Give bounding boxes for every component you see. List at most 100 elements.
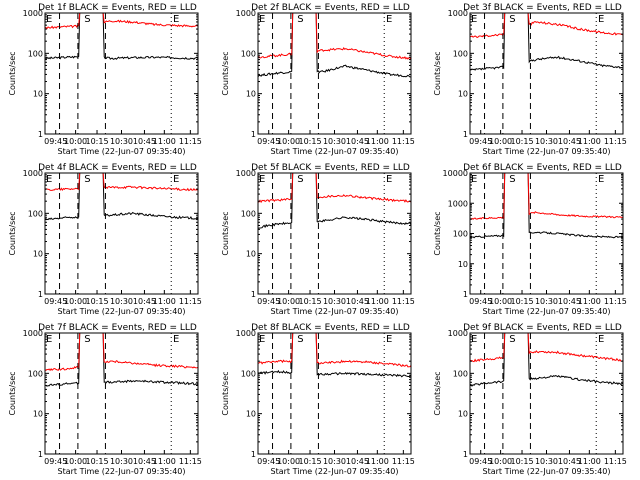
x-tick-label: 10:45 [558, 137, 581, 146]
y-tick-label: 1 [463, 450, 468, 459]
x-tick-label: 09:45 [44, 137, 67, 146]
y-tick-label: 100 [241, 209, 256, 218]
y-tick-label: 10 [246, 250, 256, 259]
panel-title: Det 5f BLACK = Events, RED = LLD [251, 163, 410, 173]
events-series-line [44, 332, 199, 387]
x-axis-label: Start Time (22-Jun-07 09:35:40) [58, 147, 186, 156]
x-tick-label: 10:15 [510, 137, 533, 146]
x-tick-label: 10:15 [85, 137, 108, 146]
x-tick-label: 10:15 [298, 297, 321, 306]
plot-frame [469, 12, 624, 135]
lld-series-line [469, 172, 624, 221]
y-tick-label: 100 [453, 49, 468, 58]
y-tick-label: 10 [458, 410, 468, 419]
y-tick-label: 100 [453, 230, 468, 239]
y-tick-label: 1 [251, 290, 256, 299]
x-tick-label: 11:15 [604, 297, 627, 306]
y-axis-label: Counts/sec [8, 371, 17, 415]
event-marker-label: E [386, 14, 392, 25]
y-tick-label: 1 [463, 130, 468, 139]
y-axis-label: Counts/sec [433, 211, 442, 255]
y-tick-label: 1 [251, 450, 256, 459]
x-tick-label: 10:00 [489, 457, 512, 466]
event-marker-label: E [386, 334, 392, 345]
x-tick-label: 09:45 [257, 137, 280, 146]
plot-frame [44, 332, 199, 455]
x-tick-label: 10:30 [535, 457, 558, 466]
x-tick-label: 10:15 [298, 137, 321, 146]
y-tick-label: 10 [246, 410, 256, 419]
event-marker-label: S [84, 174, 90, 185]
event-marker-label: S [297, 334, 303, 345]
plot-frame [44, 12, 199, 135]
x-tick-label: 11:00 [366, 457, 389, 466]
event-marker-label: E [598, 174, 604, 185]
events-series-line [469, 172, 624, 239]
x-tick-label: 09:45 [469, 137, 492, 146]
x-axis-label: Start Time (22-Jun-07 09:35:40) [58, 307, 186, 316]
y-tick-label: 1000 [448, 329, 468, 338]
event-marker-label: E [471, 174, 477, 185]
event-marker-label: S [509, 334, 515, 345]
events-series-line [44, 172, 199, 221]
x-tick-label: 10:45 [133, 297, 156, 306]
x-tick-label: 10:45 [133, 457, 156, 466]
x-tick-label: 11:15 [179, 297, 202, 306]
y-tick-label: 1000 [448, 9, 468, 18]
y-tick-label: 100 [28, 49, 43, 58]
panel-title: Det 9f BLACK = Events, RED = LLD [463, 323, 622, 333]
event-marker-label: E [259, 174, 265, 185]
x-tick-label: 11:00 [578, 457, 601, 466]
event-marker-label: S [509, 174, 515, 185]
y-tick-label: 1000 [448, 199, 468, 208]
x-tick-label: 10:15 [510, 457, 533, 466]
x-tick-label: 10:45 [558, 297, 581, 306]
x-tick-label: 10:30 [323, 297, 346, 306]
y-tick-label: 10 [33, 250, 43, 259]
events-series-line [257, 332, 412, 378]
y-tick-label: 1 [38, 290, 43, 299]
event-marker-label: E [46, 14, 52, 25]
event-marker-label: E [173, 14, 179, 25]
y-tick-label: 1 [251, 130, 256, 139]
x-tick-label: 11:00 [153, 297, 176, 306]
y-axis-label: Counts/sec [221, 211, 230, 255]
x-axis-label: Start Time (22-Jun-07 09:35:40) [271, 307, 399, 316]
x-tick-label: 11:00 [153, 457, 176, 466]
x-axis-label: Start Time (22-Jun-07 09:35:40) [271, 147, 399, 156]
lld-series-line [257, 172, 412, 204]
x-tick-label: 10:45 [558, 457, 581, 466]
x-tick-label: 10:30 [323, 457, 346, 466]
plot-frame [469, 332, 624, 455]
lld-series-line [44, 12, 199, 30]
y-axis-label: Counts/sec [433, 51, 442, 95]
x-tick-label: 10:30 [323, 137, 346, 146]
x-tick-label: 11:15 [179, 137, 202, 146]
events-series-line [470, 12, 624, 71]
plot-frame [257, 332, 412, 455]
x-axis-label: Start Time (22-Jun-07 09:35:40) [58, 467, 186, 476]
lld-series-line [469, 12, 624, 39]
event-marker-label: E [471, 334, 477, 345]
y-tick-label: 10 [458, 90, 468, 99]
x-tick-label: 10:15 [510, 297, 533, 306]
x-tick-label: 11:00 [366, 137, 389, 146]
x-tick-label: 09:45 [44, 457, 67, 466]
x-tick-label: 11:15 [392, 457, 415, 466]
y-tick-label: 10000 [443, 169, 468, 178]
y-tick-label: 1000 [23, 169, 43, 178]
x-tick-label: 10:00 [277, 297, 300, 306]
event-marker-label: E [46, 334, 52, 345]
event-marker-label: E [46, 174, 52, 185]
x-tick-label: 10:00 [277, 137, 300, 146]
panel-title: Det 3f BLACK = Events, RED = LLD [463, 3, 622, 13]
y-tick-label: 10 [33, 90, 43, 99]
x-tick-label: 11:15 [604, 457, 627, 466]
x-tick-label: 10:15 [85, 457, 108, 466]
panel-title: Det 7f BLACK = Events, RED = LLD [38, 323, 197, 333]
panel-title: Det 1f BLACK = Events, RED = LLD [38, 3, 197, 13]
